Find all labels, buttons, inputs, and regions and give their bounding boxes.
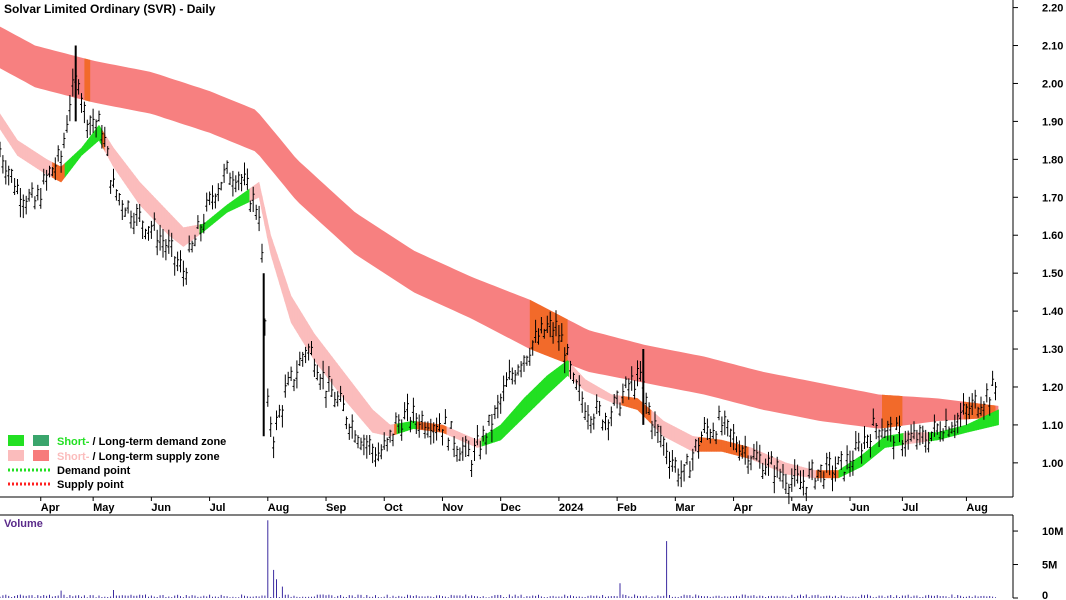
price-tick-label: 1.40 xyxy=(1042,306,1063,318)
time-tick-label: Apr xyxy=(734,502,754,514)
short-term-zone-segment xyxy=(27,146,31,164)
price-tick-label: 1.50 xyxy=(1042,268,1063,280)
time-tick-label: Nov xyxy=(442,502,464,514)
legend-sep-text: / xyxy=(89,451,98,463)
price-tick-label: 1.70 xyxy=(1042,192,1063,204)
volume-panel: Volume 10M 5M 0 xyxy=(0,514,1063,600)
volume-tick-label: 10M xyxy=(1042,526,1063,538)
short-term-zone-segment xyxy=(24,145,28,163)
legend-long-swatch xyxy=(33,450,49,461)
price-tick-label: 2.10 xyxy=(1042,41,1063,53)
legend-short-swatch xyxy=(8,435,24,446)
price-tick-label: 1.10 xyxy=(1042,420,1063,432)
legend-point-label: Demand point xyxy=(57,465,131,477)
time-tick-label: Jun xyxy=(850,502,870,514)
price-tick-label: 1.20 xyxy=(1042,382,1063,394)
short-term-zone-segment xyxy=(606,391,610,402)
short-term-zone-segment xyxy=(346,376,350,406)
price-tick-label: 1.60 xyxy=(1042,230,1063,242)
price-tick-label: 1.00 xyxy=(1042,458,1063,470)
legend-short-text: Short- xyxy=(57,451,90,463)
time-tick-label: Aug xyxy=(268,502,289,514)
legend-sep-text: / xyxy=(89,436,98,448)
candles-layer xyxy=(0,45,997,505)
volume-title: Volume xyxy=(4,518,43,530)
long-term-zone-highlight xyxy=(529,299,568,364)
price-tick-label: 1.80 xyxy=(1042,154,1063,166)
price-tick-label: 1.90 xyxy=(1042,116,1063,128)
short-term-zone-segment xyxy=(157,200,161,227)
price-tick-label: 2.00 xyxy=(1042,78,1063,90)
time-tick-label: 2024 xyxy=(559,502,584,514)
short-term-zone-segment xyxy=(541,378,545,401)
short-term-zone-segment xyxy=(256,181,261,202)
price-tick-label: 2.20 xyxy=(1042,3,1063,15)
time-tick-label: May xyxy=(93,502,115,514)
legend-label: Short- / Long-term demand zone xyxy=(57,436,226,448)
volume-tick-label: 0 xyxy=(1042,590,1048,600)
time-tick-label: Jul xyxy=(210,502,226,514)
short-term-zone-segment xyxy=(671,425,675,443)
axes-layer: 2.20 2.10 2.00 1.90 1.80 1.70 1.60 1.50 1.40 1.30… xyxy=(0,0,1063,514)
time-tick-label: Aug xyxy=(966,502,987,514)
time-tick-label: Dec xyxy=(501,502,521,514)
short-term-zone-segment xyxy=(349,379,353,409)
time-tick-label: Feb xyxy=(617,502,637,514)
time-tick-label: Apr xyxy=(41,502,61,514)
legend-long-text: Long-term demand zone xyxy=(99,436,227,448)
legend-short-text: Short- xyxy=(57,436,90,448)
legend-label: Short- / Long-term supply zone xyxy=(57,451,220,463)
time-tick-label: Mar xyxy=(675,502,695,514)
legend-point-label: Supply point xyxy=(57,479,124,491)
short-term-zone-segment xyxy=(539,380,543,403)
short-term-zone-segment xyxy=(668,423,672,441)
time-tick-label: Oct xyxy=(384,502,403,514)
price-tick-label: 1.30 xyxy=(1042,344,1063,356)
legend-short-swatch xyxy=(8,450,24,461)
legend-long-swatch xyxy=(33,435,49,446)
time-tick-label: Sep xyxy=(326,502,346,514)
short-term-zone-segment xyxy=(603,390,607,401)
volume-tick-label: 5M xyxy=(1042,560,1057,572)
time-tick-label: Jun xyxy=(151,502,171,514)
chart-title: Solvar Limited Ordinary (SVR) - Daily xyxy=(4,2,216,16)
short-term-zone-segment xyxy=(863,451,867,466)
short-term-zone-segment xyxy=(995,409,999,426)
long-term-supply-zone xyxy=(0,26,999,429)
short-term-zone-segment xyxy=(990,411,994,427)
legend-long-text: Long-term supply zone xyxy=(99,451,220,463)
long-term-zone-highlight xyxy=(84,58,91,102)
long-term-zone-highlight xyxy=(882,394,903,429)
short-term-zone-segment xyxy=(666,422,670,440)
time-tick-label: May xyxy=(792,502,814,514)
short-term-zone-segment xyxy=(184,226,188,246)
time-tick-label: Jul xyxy=(902,502,918,514)
short-term-zone-segment xyxy=(154,197,158,224)
